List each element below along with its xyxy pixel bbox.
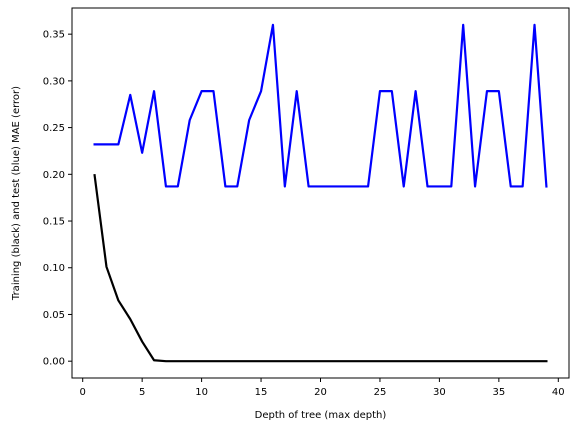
y-axis-label: Training (black) and test (blue) MAE (er…: [11, 86, 22, 301]
y-tick-label: 0.20: [43, 170, 65, 181]
x-tick-label: 20: [314, 387, 327, 398]
series-line-1: [93, 23, 548, 188]
x-tick-label: 15: [255, 387, 268, 398]
x-tick-label: 25: [374, 387, 387, 398]
y-tick-label: 0.05: [43, 310, 65, 321]
series-line-0: [93, 174, 548, 363]
y-tick-label: 0.25: [43, 123, 65, 134]
x-tick-label: 40: [552, 387, 565, 398]
y-tick-label: 0.35: [43, 30, 65, 41]
x-tick-label: 5: [139, 387, 145, 398]
series-layer: [93, 23, 548, 363]
y-tick-label: 0.30: [43, 76, 65, 87]
x-tick-label: 0: [80, 387, 86, 398]
y-tick-label: 0.15: [43, 217, 65, 228]
x-tick-label: 10: [195, 387, 208, 398]
y-tick-label: 0.10: [43, 263, 65, 274]
plot-background: [72, 8, 569, 378]
x-axis: 0 5 10 15 20 25 30 35 40: [80, 378, 565, 398]
x-tick-label: 30: [433, 387, 446, 398]
y-tick-label: 0.00: [43, 357, 65, 368]
y-axis: 0.00 0.05 0.10 0.15 0.20 0.25 0.30 0.35: [43, 30, 72, 368]
x-axis-label: Depth of tree (max depth): [255, 410, 387, 421]
x-tick-label: 35: [492, 387, 505, 398]
